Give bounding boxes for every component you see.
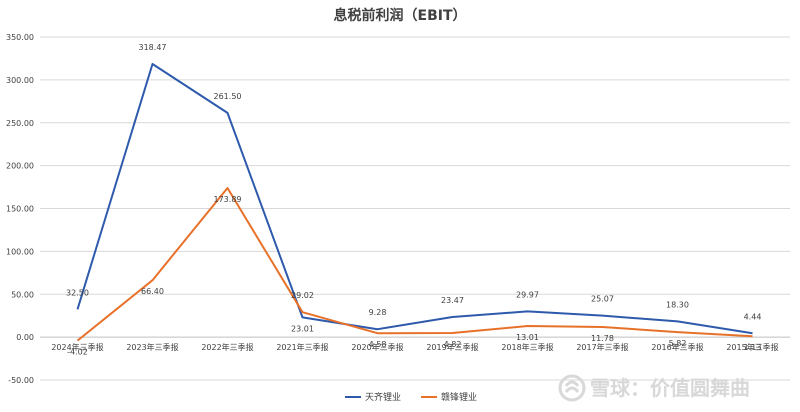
data-label: -4.02 (67, 348, 88, 357)
data-labels: 32.50 -4.02 318.47 66.40 261.50 173.89 23.01 29… (66, 43, 761, 357)
data-label: 18.30 (666, 300, 689, 309)
y-tick-label: 50.00 (11, 290, 34, 299)
data-label: 23.01 (291, 324, 314, 333)
y-tick-label: 300.00 (6, 76, 34, 85)
y-axis: -50.00 0.00 50.00 100.00 150.00 200.00 250.00 3… (6, 33, 34, 385)
data-label: 9.28 (369, 308, 387, 317)
y-tick-label: 350.00 (6, 33, 34, 42)
legend-label: 天齐锂业 (365, 391, 401, 403)
data-label: 318.47 (139, 43, 167, 52)
data-label: 4.58 (369, 340, 387, 349)
x-tick-label: 2018年三季报 (501, 342, 553, 352)
legend: 天齐锂业 赣锋锂业 (345, 391, 477, 403)
data-label: 173.89 (214, 195, 242, 204)
data-label: 1.13 (744, 343, 762, 352)
x-tick-label: 2022年三季报 (201, 342, 253, 352)
data-label: 261.50 (214, 92, 242, 101)
y-tick-label: 250.00 (6, 119, 34, 128)
series-line-0 (76, 63, 753, 335)
x-tick-label: 2023年三季报 (126, 342, 178, 352)
plot-area (76, 63, 753, 342)
data-label: 29.02 (291, 291, 314, 300)
x-tick-label: 2019年三季报 (426, 342, 478, 352)
x-tick-label: 2017年三季报 (576, 342, 628, 352)
gridlines (40, 36, 790, 381)
y-tick-label: 150.00 (6, 205, 34, 214)
legend-label: 赣锋锂业 (441, 391, 477, 403)
data-label: 11.78 (591, 334, 614, 343)
watermark-text: 雪球：价值圆舞曲 (590, 376, 750, 400)
data-label: 29.97 (516, 290, 539, 299)
x-tick-label: 2015年三季报 (726, 342, 778, 352)
data-label: 66.40 (141, 287, 164, 296)
x-tick-label: 2024年三季报 (51, 342, 103, 352)
data-label: 23.47 (441, 296, 464, 305)
y-tick-label: 200.00 (6, 162, 34, 171)
watermark: 雪球：价值圆舞曲 (558, 374, 750, 402)
x-axis: 2024年三季报 2023年三季报 2022年三季报 2021年三季报 2020年三季报… (51, 342, 778, 352)
data-label: 13.01 (516, 333, 539, 342)
y-tick-label: -50.00 (8, 376, 34, 385)
data-label: 5.82 (669, 339, 687, 348)
series-line-1 (76, 187, 753, 342)
data-label: 4.44 (744, 312, 762, 321)
x-tick-label: 2021年三季报 (276, 342, 328, 352)
y-tick-label: 0.00 (16, 333, 34, 342)
x-tick-label: 2020年三季报 (351, 342, 403, 352)
y-tick-label: 100.00 (6, 247, 34, 256)
x-tick-label: 2016年三季报 (651, 342, 703, 352)
data-label: 25.07 (591, 295, 614, 304)
chart-title: 息税前利润（EBIT） (334, 7, 467, 24)
data-label: 32.50 (66, 288, 89, 297)
snowball-logo-icon (558, 374, 586, 402)
data-label: 4.82 (444, 340, 462, 349)
